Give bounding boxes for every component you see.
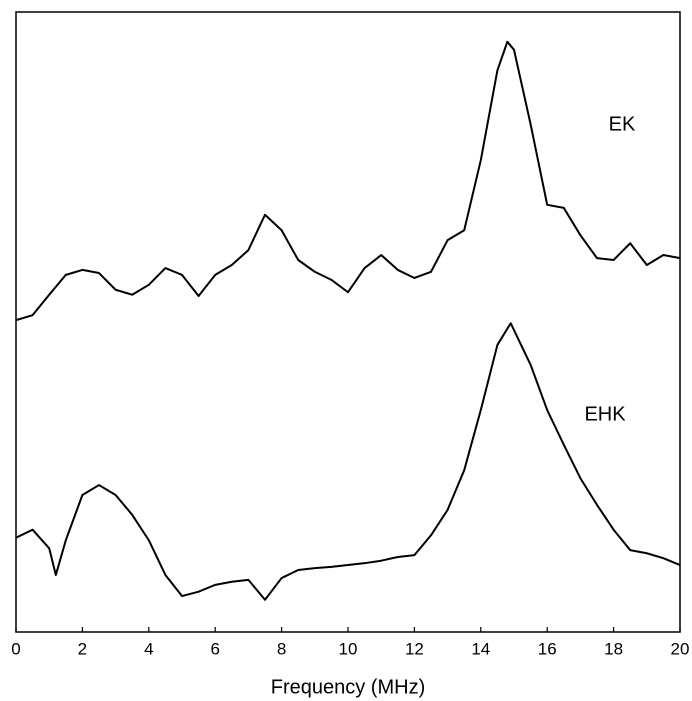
series-line xyxy=(15,40,681,322)
x-tick-label: 14 xyxy=(471,639,490,658)
x-tick-label: 4 xyxy=(144,639,153,658)
x-axis-label: Frequency (MHz) xyxy=(271,676,425,698)
x-tick-label: 20 xyxy=(671,639,690,658)
x-tick-label: 2 xyxy=(78,639,87,658)
series-label: EK xyxy=(609,113,636,135)
x-tick-label: 6 xyxy=(210,639,219,658)
x-tick-label: 18 xyxy=(604,639,623,658)
x-tick-label: 0 xyxy=(11,639,20,658)
x-tick-label: 16 xyxy=(538,639,557,658)
series-label: EHK xyxy=(584,403,626,425)
x-tick-label: 12 xyxy=(405,639,424,658)
x-tick-label: 8 xyxy=(277,639,286,658)
x-tick-label: 10 xyxy=(339,639,358,658)
series-line xyxy=(15,322,681,601)
plot-frame xyxy=(15,11,681,633)
